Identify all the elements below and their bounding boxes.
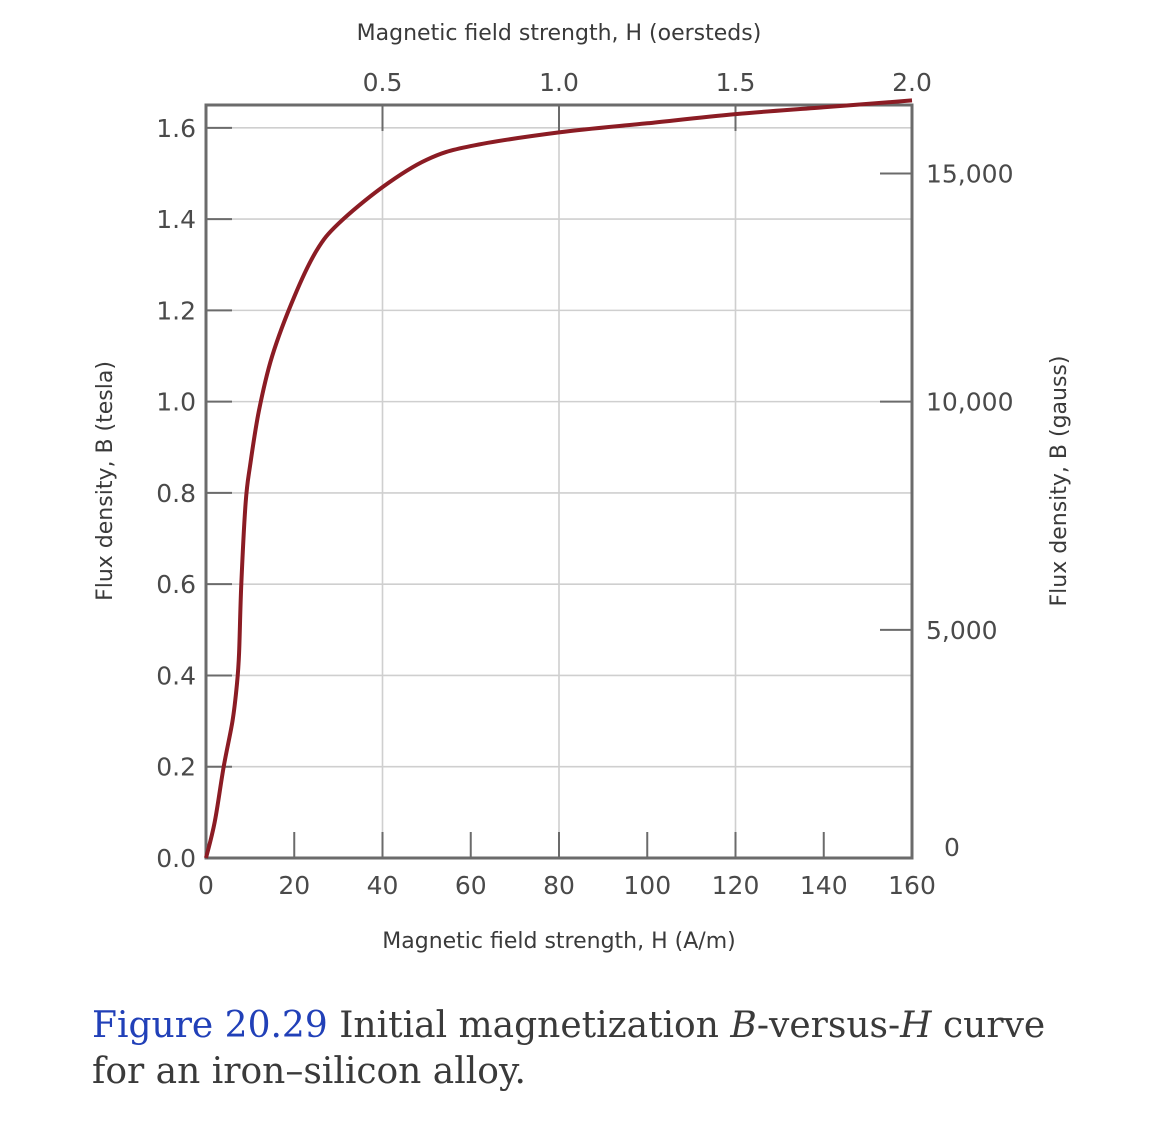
magnetization-curve: [204, 98, 913, 859]
figure-number: Figure 20.29: [92, 1005, 328, 1046]
right-tick-label: 10,000: [926, 388, 1013, 417]
bottom-tick-label: 0: [198, 871, 214, 900]
top-tick-label: 2.0: [892, 68, 932, 97]
left-tick-label: 0.4: [156, 661, 196, 690]
caption-text-2: -versus-: [756, 1005, 901, 1046]
caption-b-symbol: B: [730, 1005, 757, 1046]
caption-text-3: curve for an iron–silicon alloy.: [92, 1005, 1046, 1092]
chart: 0 20 40 60 80 100 120 140 160 0.5 1.0 1.5 2.0 0.0 0.2 0…: [93, 21, 1072, 954]
caption-text-1: Initial magnetization: [339, 1005, 731, 1046]
bottom-tick-label: 40: [367, 871, 399, 900]
left-axis-title: Flux density, B (tesla): [93, 361, 118, 601]
right-tick-label: 15,000: [926, 159, 1013, 188]
left-tick-label: 1.0: [156, 388, 196, 417]
figure-caption: Figure 20.29 Initial magnetization B-ver…: [92, 1003, 1092, 1095]
right-tick-label: 0: [944, 833, 960, 862]
left-tick-label: 0.2: [156, 753, 196, 782]
right-axis-title: Flux density, B (gauss): [1047, 356, 1072, 607]
bottom-axis-title: Magnetic field strength, H (A/m): [382, 929, 735, 954]
bottom-tick-label: 20: [278, 871, 310, 900]
left-tick-label: 0.8: [156, 479, 196, 508]
top-tick-label: 1.0: [539, 68, 579, 97]
left-tick-label: 1.6: [156, 114, 196, 143]
bottom-tick-label: 120: [712, 871, 760, 900]
left-tick-label: 1.2: [156, 296, 196, 325]
top-axis-title: Magnetic field strength, H (oersteds): [357, 21, 762, 46]
top-tick-label: 1.5: [716, 68, 756, 97]
tick-marks: [206, 105, 912, 858]
left-tick-label: 0.6: [156, 570, 196, 599]
right-tick-label: 5,000: [926, 616, 998, 645]
top-tick-label: 0.5: [363, 68, 403, 97]
tick-labels: 0 20 40 60 80 100 120 140 160 0.5 1.0 1.5 2.0 0.0 0.2 0…: [156, 68, 1013, 900]
caption-h-symbol: H: [900, 1005, 932, 1046]
bottom-tick-label: 80: [543, 871, 575, 900]
bottom-tick-label: 100: [623, 871, 671, 900]
bottom-tick-label: 160: [888, 871, 936, 900]
left-tick-label: 0.0: [156, 844, 196, 873]
bottom-tick-label: 140: [800, 871, 848, 900]
bottom-tick-label: 60: [455, 871, 487, 900]
left-tick-label: 1.4: [156, 205, 196, 234]
grid-lines: [206, 105, 912, 858]
